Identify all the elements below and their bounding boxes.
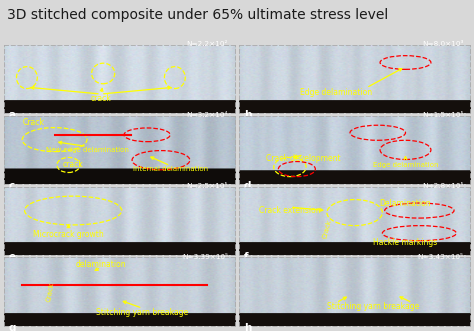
Text: N=3.43×10⁵: N=3.43×10⁵ <box>417 254 463 260</box>
Text: N=1.5×10⁵: N=1.5×10⁵ <box>422 112 463 118</box>
Text: N=3.39×10⁵: N=3.39×10⁵ <box>182 254 228 260</box>
Text: N=3.2×10⁴: N=3.2×10⁴ <box>186 112 228 118</box>
Text: Stitching yarn breakage: Stitching yarn breakage <box>96 308 189 317</box>
Text: Stitching yarn breakage: Stitching yarn breakage <box>327 302 419 311</box>
Text: N=2.2×10²: N=2.2×10² <box>187 41 228 47</box>
Text: Hackle markings: Hackle markings <box>374 238 438 247</box>
Text: delamination: delamination <box>75 260 126 269</box>
Text: N=2.5×10⁵: N=2.5×10⁵ <box>187 183 228 189</box>
Text: crack: crack <box>91 94 111 103</box>
Text: Delamination: Delamination <box>380 199 431 208</box>
Text: Edge delamination: Edge delamination <box>373 162 438 168</box>
Text: c: c <box>9 181 15 191</box>
Text: Crack extension: Crack extension <box>259 206 321 215</box>
Text: Crack: Crack <box>22 118 44 127</box>
Text: N=2.8×10⁵: N=2.8×10⁵ <box>422 183 463 189</box>
Text: d: d <box>244 181 251 191</box>
Text: 3D stitched composite under 65% ultimate stress level: 3D stitched composite under 65% ultimate… <box>7 8 388 22</box>
Text: Edge delamination: Edge delamination <box>300 88 372 97</box>
Text: g: g <box>9 323 16 331</box>
Text: Internal delamination: Internal delamination <box>133 166 208 172</box>
Text: e: e <box>9 252 16 262</box>
Text: a: a <box>9 110 16 120</box>
Text: N=8.0×10³: N=8.0×10³ <box>422 41 463 47</box>
Text: Crack: Crack <box>321 219 332 239</box>
Text: f: f <box>244 252 248 262</box>
Text: b: b <box>244 110 251 120</box>
Text: Crack development: Crack development <box>266 154 341 163</box>
Text: crack: crack <box>63 161 83 169</box>
Text: Crack: Crack <box>46 281 55 302</box>
Text: New edge delamination: New edge delamination <box>46 147 128 153</box>
Text: h: h <box>244 323 251 331</box>
Text: Microcrack growth: Microcrack growth <box>33 230 104 239</box>
